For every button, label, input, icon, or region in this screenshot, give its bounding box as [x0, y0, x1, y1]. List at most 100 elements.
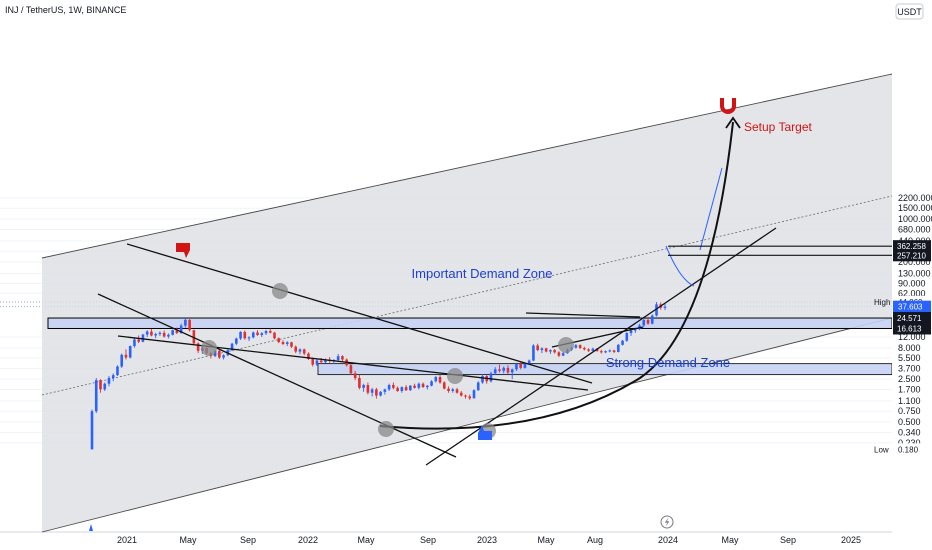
pivot-marker: [272, 283, 288, 299]
price-tag-box: [893, 322, 931, 335]
time-axis[interactable]: 2021 May Sep 2022 May Sep 2023 May Aug 2024 May Sep…: [117, 535, 861, 545]
candle: [311, 357, 315, 367]
trendline-drawings: [89, 98, 892, 531]
candle: [387, 383, 391, 391]
candle-body: [519, 363, 522, 368]
candle-body: [617, 344, 620, 352]
candle: [235, 337, 238, 346]
candle-body: [124, 354, 128, 358]
candle-body: [120, 354, 124, 367]
candle-body: [90, 411, 94, 450]
candle-body: [298, 349, 302, 352]
candle: [591, 347, 595, 352]
candle-body: [175, 330, 179, 334]
currency-badge[interactable]: USDT: [895, 3, 924, 20]
candle: [141, 333, 145, 343]
y-tick-label: 130.000: [898, 269, 931, 279]
candle-body: [116, 366, 119, 376]
candle: [459, 390, 463, 397]
rounding-bottom-arc: [379, 121, 734, 430]
lightning-icon[interactable]: [660, 515, 674, 529]
candle-body: [400, 387, 404, 391]
candle-body: [498, 369, 501, 371]
target-arrow-head: [725, 116, 741, 129]
candle: [94, 378, 98, 414]
pivot-marker: [447, 368, 463, 384]
y-tick-label: 62.000: [898, 288, 926, 298]
x-tick-label: May: [537, 535, 555, 545]
price-tag-value: 362.258: [897, 242, 926, 251]
y-tick-label: 0.500: [898, 417, 921, 427]
candle-body: [184, 319, 187, 326]
candle-body: [150, 331, 153, 336]
candle: [608, 349, 612, 353]
candle: [196, 342, 200, 354]
candle-body: [447, 388, 450, 391]
price-tag-label: Low: [874, 445, 889, 454]
candle: [447, 386, 450, 393]
price-tag-value: 37.603: [898, 303, 923, 312]
price-axis[interactable]: 2200.0001500.0001000.000680.000440.00030…: [892, 0, 932, 550]
candle: [294, 345, 298, 354]
descending-trendline-upper: [126, 243, 593, 384]
x-tick-label: Sep: [240, 535, 256, 545]
symbol-title: INJ / TetherUS, 1W, BINANCE: [5, 5, 126, 15]
candle-body: [383, 389, 387, 392]
candle: [120, 353, 124, 368]
candle: [434, 376, 438, 383]
candle-body: [251, 332, 255, 338]
candle: [341, 355, 344, 362]
candle: [549, 349, 552, 354]
candle-body: [239, 331, 242, 339]
thumbs-up-icon: [478, 425, 492, 440]
candle-body: [629, 330, 633, 334]
candle-body: [192, 330, 196, 344]
candle: [184, 318, 187, 328]
currency-badge-label: USDT: [897, 7, 922, 17]
price-tag-value: 257.210: [897, 251, 926, 260]
candle: [621, 339, 624, 346]
channel-upper-line: [41, 73, 893, 259]
candle-body: [341, 356, 344, 360]
candle: [426, 385, 429, 390]
candle: [578, 344, 582, 350]
price-tag-value: 16.613: [897, 324, 922, 333]
candle: [111, 373, 115, 382]
y-tick-label: 200.000: [898, 257, 931, 267]
candle: [646, 316, 650, 325]
important-demand-zone-label: Important Demand Zone: [412, 266, 553, 281]
candle: [515, 362, 518, 371]
candle-body: [442, 382, 446, 389]
candle-body: [549, 350, 552, 352]
candle: [137, 335, 140, 344]
y-tick-label: 3.700: [898, 364, 921, 374]
y-tick-label: 12.000: [898, 332, 926, 342]
y-tick-label: 8.000: [898, 343, 921, 353]
candle: [417, 382, 421, 390]
candle-body: [222, 355, 225, 358]
price-tag-box: [893, 443, 931, 456]
candle-body: [600, 351, 603, 353]
thumbs-down-icon-palm: [176, 243, 184, 252]
candle-body: [583, 348, 586, 350]
candle: [133, 338, 136, 348]
candlestick-series: [90, 301, 667, 450]
candle: [107, 376, 111, 387]
candle-body: [464, 395, 467, 397]
candle-body: [107, 378, 111, 384]
price-axis-background: [892, 0, 932, 550]
candle-body: [353, 373, 357, 379]
candle-body: [311, 359, 315, 365]
candle-body: [430, 381, 433, 386]
candle-body: [455, 389, 459, 393]
candle: [392, 382, 395, 390]
candle-body: [158, 332, 162, 335]
candle: [218, 349, 221, 360]
candle: [553, 349, 556, 354]
candle: [532, 344, 535, 362]
candle: [307, 352, 310, 361]
y-tick-label: 0.230: [898, 438, 921, 448]
thumbs-up-icon-palm: [484, 431, 492, 440]
candle: [239, 331, 242, 340]
